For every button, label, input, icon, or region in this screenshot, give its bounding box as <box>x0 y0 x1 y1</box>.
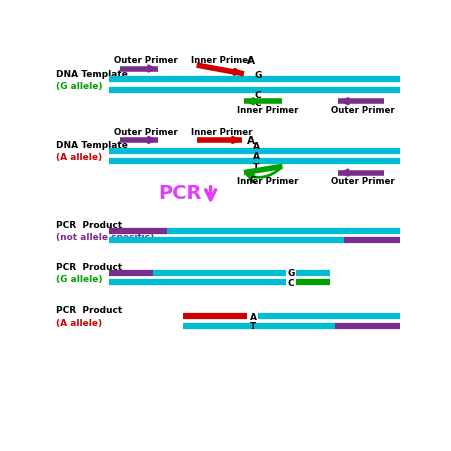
Text: (A allele): (A allele) <box>56 318 102 327</box>
Text: A: A <box>252 152 259 161</box>
Text: PCR  Product: PCR Product <box>56 221 123 230</box>
Text: Inner Primer: Inner Primer <box>191 56 252 65</box>
Text: C: C <box>254 91 261 100</box>
Text: PCR  Product: PCR Product <box>56 306 123 315</box>
Text: Inner Primer: Inner Primer <box>236 177 298 186</box>
Text: C: C <box>287 278 294 287</box>
Text: Outer Primer: Outer Primer <box>331 106 394 115</box>
Text: G: G <box>254 70 261 79</box>
Text: (not allele specific): (not allele specific) <box>56 233 154 242</box>
Text: PCR  Product: PCR Product <box>56 262 123 271</box>
Text: Inner Primer: Inner Primer <box>236 106 298 115</box>
Text: A: A <box>247 56 255 66</box>
Text: (A allele): (A allele) <box>56 153 102 162</box>
Text: Outer Primer: Outer Primer <box>114 128 178 136</box>
Text: Inner Primer: Inner Primer <box>191 128 252 136</box>
Text: T: T <box>249 322 256 331</box>
Text: (G allele): (G allele) <box>56 275 103 284</box>
Text: C: C <box>254 99 261 107</box>
Text: Outer Primer: Outer Primer <box>331 177 394 186</box>
Text: A: A <box>252 142 259 151</box>
Text: Outer Primer: Outer Primer <box>114 56 178 65</box>
Text: A: A <box>247 136 255 146</box>
Text: C: C <box>249 176 255 185</box>
Text: DNA Template: DNA Template <box>56 141 128 150</box>
Text: DNA Template: DNA Template <box>56 69 128 78</box>
Text: T: T <box>252 162 258 171</box>
Text: (G allele): (G allele) <box>56 82 103 91</box>
Text: G: G <box>287 268 295 277</box>
Text: A: A <box>249 312 256 321</box>
Text: PCR: PCR <box>158 184 201 202</box>
